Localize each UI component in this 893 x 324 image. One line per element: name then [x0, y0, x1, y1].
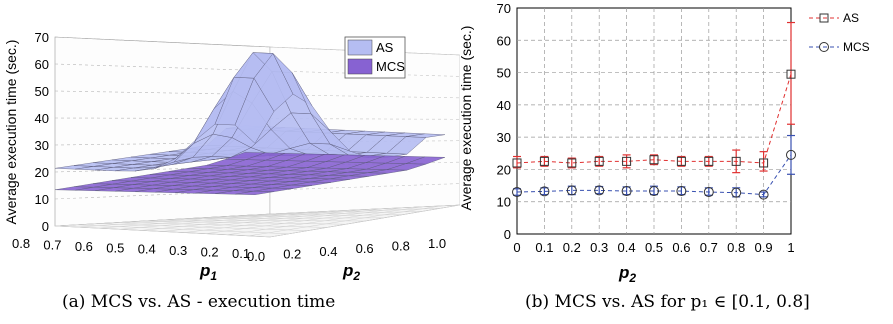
x-tick-label: 0.9: [755, 240, 773, 255]
line-chart: 0 10 20 30 40 50 60 70 0 0.1 0.2 0.3 0.4 0.5 0.6 0.7 0.…: [458, 1, 870, 285]
as-point: [594, 156, 604, 166]
p1-tick-label: 0.8: [12, 236, 30, 251]
legend-as-text: AS: [843, 11, 859, 25]
legend-as-label: AS: [376, 40, 394, 55]
caption-b: (b) MCS vs. AS for p₁ ∈ [0.1, 0.8]: [525, 292, 810, 312]
y-tick-label: 50: [497, 66, 511, 81]
as-point: [539, 156, 549, 166]
p1-tick-label: 0.6: [75, 239, 93, 254]
surface-legend: AS MCS: [344, 36, 406, 79]
as-point: [649, 155, 659, 165]
mcs-point: [621, 186, 632, 197]
p1-tick-label: 0.7: [43, 237, 61, 252]
as-point: [759, 158, 769, 168]
as-surface-facet: [405, 133, 446, 138]
y-tick-label: 20: [497, 162, 511, 177]
x-tick-label: 0.6: [672, 240, 690, 255]
as-point: [731, 156, 741, 166]
surface-y-tick: 70: [35, 30, 49, 45]
surface-chart: 0 10 20 30 40 50 60 70 0.8 0.7 0.6 0.5 0.4 0.3 0.2 0.1…: [3, 30, 461, 283]
as-series-line: [516, 74, 792, 164]
mcs-surface-facet: [405, 156, 446, 165]
y-tick-label: 70: [497, 1, 511, 16]
line-xlabel: p2: [618, 263, 636, 285]
surface-y-tick: 40: [35, 111, 49, 126]
legend-mcs-label: MCS: [376, 59, 405, 74]
x-tick-label: 0.4: [618, 240, 636, 255]
x-tick-label: 0.2: [563, 240, 581, 255]
p2-tick-label: 0.0: [247, 249, 265, 264]
y-tick-label: 30: [497, 130, 511, 145]
mcs-point: [594, 185, 605, 196]
surface-y-tick: 30: [35, 138, 49, 153]
line-chart-panel: 0 10 20 30 40 50 60 70 0 0.1 0.2 0.3 0.4 0.5 0.6 0.7 0.…: [455, 0, 893, 295]
p1-tick-label: 0.1: [232, 246, 250, 261]
mcs-point: [566, 185, 577, 196]
surface-y-tick: 0: [42, 219, 49, 234]
legend-as-swatch: [347, 39, 373, 56]
as-point: [786, 69, 796, 79]
p2-tick-label: 0.8: [392, 239, 410, 254]
y-tick-label: 60: [497, 33, 511, 48]
x-tick-label: 0.7: [700, 240, 718, 255]
mcs-point: [539, 186, 550, 197]
p2-tick-label: 0.2: [283, 246, 301, 261]
x-tick-label: 0.3: [590, 240, 608, 255]
line-ylabel: Average execution time (sec.): [458, 26, 474, 211]
mcs-point: [676, 186, 687, 197]
p2-tick-label: 1.0: [428, 236, 446, 251]
as-point: [676, 156, 686, 166]
y-tick-label: 40: [497, 98, 511, 113]
p2-tick-label: 0.6: [356, 241, 374, 256]
surface-zlabel: p2: [342, 261, 360, 283]
p1-tick-label: 0.3: [169, 243, 187, 258]
surface-chart-panel: 0 10 20 30 40 50 60 70 0.8 0.7 0.6 0.5 0.4 0.3 0.2 0.1…: [0, 0, 461, 295]
mcs-point: [758, 189, 769, 200]
mcs-series-line: [516, 154, 792, 196]
as-point: [622, 156, 632, 166]
mcs-point: [512, 187, 522, 198]
surface-y-tick: 50: [35, 84, 49, 99]
p1-tick-label: 0.2: [201, 245, 219, 260]
mcs-surface: [54, 152, 446, 195]
legend-as-marker: [819, 13, 829, 23]
surface-y-tick: 10: [35, 192, 49, 207]
grid: [517, 8, 791, 234]
y-tick-label: 10: [497, 195, 511, 210]
mcs-point: [703, 187, 714, 198]
legend-mcs-marker: [819, 42, 829, 52]
x-tick-label: 0.1: [535, 240, 553, 255]
legend-mcs-text: MCS: [843, 40, 870, 54]
surface-xlabel: p1: [199, 261, 217, 283]
legend-mcs-swatch: [347, 58, 373, 75]
p1-tick-label: 0.4: [138, 242, 156, 257]
y-tick-label: 0: [504, 227, 511, 242]
x-tick-label: 1: [787, 240, 794, 255]
as-point: [512, 158, 522, 168]
as-point: [704, 156, 714, 166]
x-tick-label: 0.5: [645, 240, 663, 255]
line-legend: AS MCS: [809, 11, 870, 54]
mcs-point: [731, 187, 742, 198]
surface-ylabel: Average execution time (sec.): [3, 40, 19, 225]
p2-tick-label: 0.4: [319, 244, 337, 259]
x-tick-label: 0.8: [727, 240, 745, 255]
surface-y-tick: 20: [35, 165, 49, 180]
mcs-point: [649, 186, 659, 197]
x-tick-label: 0: [513, 240, 520, 255]
as-point: [567, 158, 577, 168]
surface-y-tick: 60: [35, 57, 49, 72]
caption-a: (a) MCS vs. AS - execution time: [62, 292, 336, 312]
p1-tick-label: 0.5: [106, 240, 124, 255]
mcs-point: [786, 149, 796, 160]
